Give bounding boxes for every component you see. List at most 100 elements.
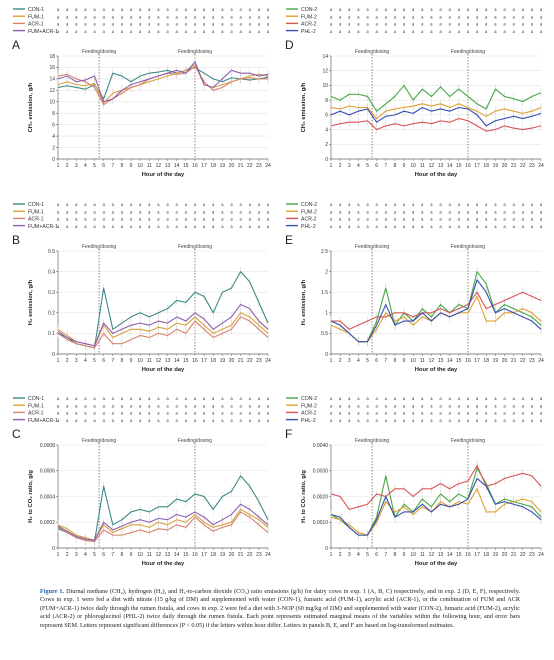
x-tick-label: 6 xyxy=(102,163,105,169)
significance-letter: a xyxy=(366,224,369,230)
significance-letter: a xyxy=(357,403,360,409)
significance-letter: a xyxy=(66,396,69,402)
x-tick-label: 14 xyxy=(447,163,453,169)
significance-letter: a xyxy=(102,403,105,409)
feeding-label: Feeding/dosing xyxy=(178,438,212,444)
significance-letter: a xyxy=(421,29,424,35)
significance-letter: a xyxy=(485,7,488,13)
legend-label: ACR-2 xyxy=(301,217,317,223)
significance-letter: a xyxy=(121,14,124,20)
significance-letter: a xyxy=(102,209,105,215)
significance-letter: a xyxy=(102,202,105,208)
legend-label: CON-1 xyxy=(28,396,44,402)
significance-letter: a xyxy=(267,209,270,215)
significance-letter: a xyxy=(412,396,415,402)
significance-letter: a xyxy=(212,202,215,208)
significance-letter: a xyxy=(394,403,397,409)
significance-letter: a xyxy=(449,14,452,20)
x-tick-label: 7 xyxy=(111,552,114,558)
significance-letter: a xyxy=(531,209,534,215)
significance-letter: a xyxy=(430,14,433,20)
significance-letter: a xyxy=(385,217,388,223)
significance-letter: a xyxy=(112,217,115,223)
significance-letter: a xyxy=(467,403,470,409)
x-tick-label: 2 xyxy=(66,358,69,364)
x-tick-label: 7 xyxy=(384,552,387,558)
significance-letter: a xyxy=(157,224,160,230)
significance-letter: a xyxy=(130,411,133,417)
y-tick-label: 8 xyxy=(325,98,328,104)
significance-letter: a xyxy=(230,403,233,409)
significance-letter: a xyxy=(249,209,252,215)
significance-letter: a xyxy=(394,217,397,223)
series-line-phl-2 xyxy=(330,477,542,536)
significance-letter: a xyxy=(121,418,124,424)
significance-letter: a xyxy=(421,209,424,215)
panel-label: B xyxy=(12,233,20,247)
x-tick-label: 15 xyxy=(183,163,189,169)
significance-letter: a xyxy=(203,396,206,402)
significance-letter: a xyxy=(439,403,442,409)
significance-letter: a xyxy=(439,209,442,215)
significance-letter: a xyxy=(221,224,224,230)
x-tick-label: 4 xyxy=(357,552,360,558)
legend-label: ACR-1 xyxy=(28,217,44,223)
significance-letter: a xyxy=(430,396,433,402)
significance-letter: a xyxy=(84,22,87,28)
significance-letter: a xyxy=(512,224,515,230)
series-line-con-2 xyxy=(330,271,542,343)
significance-letter: a xyxy=(66,202,69,208)
significance-letter: a xyxy=(503,224,506,230)
x-tick-label: 12 xyxy=(429,163,435,169)
significance-letter: a xyxy=(512,217,515,223)
y-tick-label: 2 xyxy=(52,145,55,151)
significance-letter: a xyxy=(503,202,506,208)
significance-letter: a xyxy=(258,7,261,13)
significance-letter: a xyxy=(157,22,160,28)
x-tick-label: 4 xyxy=(84,358,87,364)
x-tick-label: 5 xyxy=(366,163,369,169)
significance-letter: a xyxy=(148,22,151,28)
x-tick-label: 3 xyxy=(348,358,351,364)
significance-letter: a xyxy=(212,418,215,424)
significance-letter: a xyxy=(176,418,179,424)
x-tick-label: 12 xyxy=(156,358,162,364)
x-tick-label: 15 xyxy=(183,358,189,364)
significance-letter: a xyxy=(121,403,124,409)
x-tick-label: 17 xyxy=(474,358,480,364)
significance-letter: a xyxy=(176,7,179,13)
significance-letter: a xyxy=(93,418,96,424)
legend-label: ACR-1 xyxy=(28,22,44,28)
significance-letter: a xyxy=(421,22,424,28)
significance-letter: a xyxy=(66,14,69,20)
x-tick-label: 1 xyxy=(330,163,333,169)
x-tick-label: 2 xyxy=(339,163,342,169)
significance-letter: a xyxy=(412,418,415,424)
significance-letter: a xyxy=(185,14,188,20)
significance-letter: a xyxy=(458,403,461,409)
significance-letter: a xyxy=(166,396,169,402)
x-tick-label: 21 xyxy=(238,163,244,169)
x-tick-label: 16 xyxy=(465,163,471,169)
significance-letter: a xyxy=(203,224,206,230)
significance-letter: a xyxy=(239,202,242,208)
series-line-fum-acr-1 xyxy=(57,304,269,347)
significance-letter: a xyxy=(449,217,452,223)
legend-label: FUM-2 xyxy=(301,403,317,409)
significance-letter: a xyxy=(157,209,160,215)
x-tick-label: 3 xyxy=(75,358,78,364)
y-tick-label: 0 xyxy=(325,546,328,552)
significance-letter: a xyxy=(121,22,124,28)
significance-letter: a xyxy=(366,22,369,28)
significance-letter: a xyxy=(449,411,452,417)
y-tick-label: 4 xyxy=(325,127,328,133)
significance-letter: a xyxy=(112,403,115,409)
significance-letter: a xyxy=(512,14,515,20)
significance-letter: a xyxy=(139,411,142,417)
x-tick-label: 7 xyxy=(111,163,114,169)
significance-letter: a xyxy=(485,396,488,402)
y-tick-label: 0.0020 xyxy=(313,494,329,500)
significance-letter: a xyxy=(394,418,397,424)
significance-letter: a xyxy=(57,418,60,424)
